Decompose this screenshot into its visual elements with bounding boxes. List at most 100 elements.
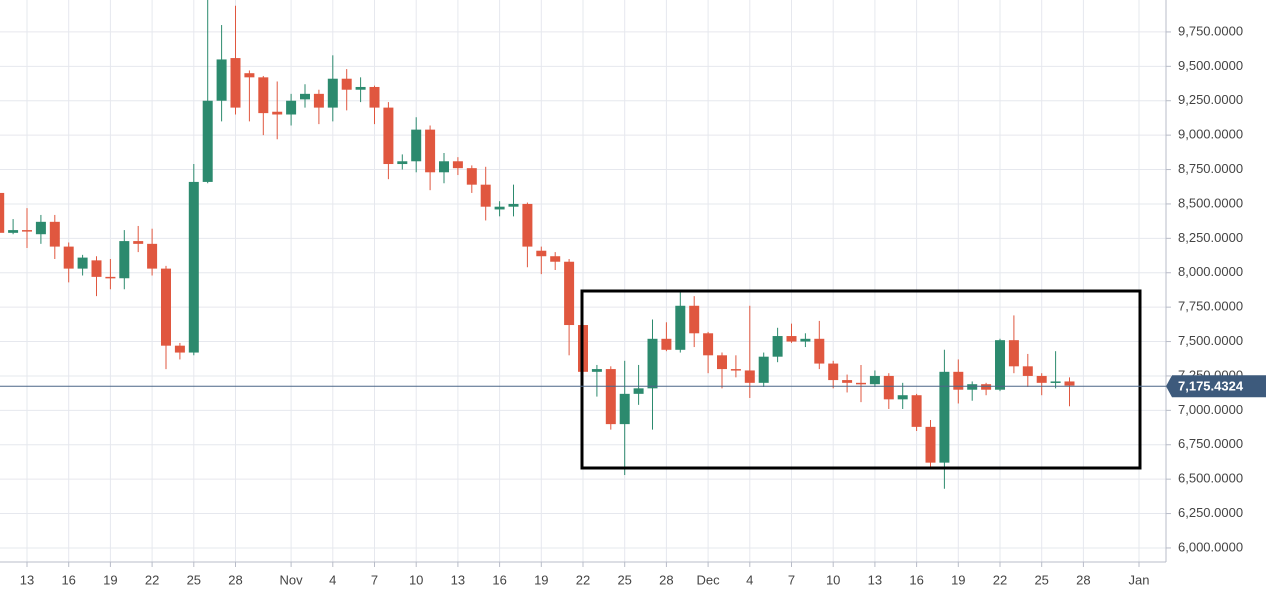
candle-body xyxy=(730,369,741,371)
candle-body xyxy=(842,380,853,383)
candle-body xyxy=(689,305,700,334)
candle-body xyxy=(633,388,644,394)
candle-body xyxy=(1022,366,1033,376)
candle-body xyxy=(397,161,408,165)
candle-body xyxy=(619,393,630,425)
candle-body xyxy=(869,375,880,385)
candle-body xyxy=(313,93,324,108)
candle-body xyxy=(717,355,727,370)
y-tick-label: 6,250.0000 xyxy=(1178,505,1243,520)
x-tick-label: 4 xyxy=(746,572,753,587)
candle-body xyxy=(522,203,533,247)
candle-body xyxy=(1008,340,1019,367)
y-tick-label: 8,500.0000 xyxy=(1178,195,1243,210)
x-tick-label: 13 xyxy=(451,572,465,587)
candles xyxy=(0,0,1075,489)
candle-body xyxy=(480,184,491,207)
candle-body xyxy=(202,100,213,182)
candle-body xyxy=(758,356,769,383)
x-tick-label: 22 xyxy=(576,572,590,587)
candle-body xyxy=(939,371,950,463)
y-tick-label: 6,750.0000 xyxy=(1178,436,1243,451)
x-tick-label: 16 xyxy=(61,572,75,587)
x-tick-label: 10 xyxy=(409,572,423,587)
y-tick-label: 9,250.0000 xyxy=(1178,92,1243,107)
candle-body xyxy=(508,203,519,207)
candle-body xyxy=(35,221,46,235)
candle-body xyxy=(661,338,672,350)
candle-body xyxy=(591,369,602,372)
candle-body xyxy=(411,129,422,162)
candle-body xyxy=(967,384,978,390)
candle-body xyxy=(147,243,158,269)
x-tick-label: 10 xyxy=(826,572,840,587)
x-tick-label: 13 xyxy=(20,572,34,587)
candle-body xyxy=(369,86,380,108)
candle-body xyxy=(244,73,255,78)
candle-body xyxy=(8,230,19,233)
x-tick-label: 25 xyxy=(187,572,201,587)
last-price-tag xyxy=(1166,375,1266,398)
candle-body xyxy=(188,181,199,353)
candle-body xyxy=(425,129,436,173)
candle-body xyxy=(897,395,908,400)
candle-body xyxy=(856,382,866,385)
x-tick-label: 25 xyxy=(617,572,631,587)
candle-body xyxy=(564,261,575,326)
candle-body xyxy=(995,340,1005,390)
candle-body xyxy=(452,161,463,169)
candle-body xyxy=(800,338,811,342)
candle-body xyxy=(981,384,992,390)
x-tick-label: 22 xyxy=(145,572,159,587)
candle-body xyxy=(703,333,714,356)
candle-body xyxy=(772,336,783,357)
y-tick-label: 7,500.0000 xyxy=(1178,333,1243,348)
candle-body xyxy=(161,268,171,346)
y-tick-label: 8,250.0000 xyxy=(1178,230,1243,245)
candle-body xyxy=(675,305,686,350)
candle-body xyxy=(0,192,5,233)
x-tick-label: 22 xyxy=(993,572,1007,587)
x-tick-label: Jan xyxy=(1129,572,1150,587)
y-tick-label: 9,000.0000 xyxy=(1178,127,1243,142)
candle-body xyxy=(91,260,102,277)
candle-body xyxy=(22,230,32,232)
candle-body xyxy=(1036,375,1047,383)
candle-body xyxy=(286,100,297,115)
candle-body xyxy=(744,370,755,383)
candle-body xyxy=(216,59,227,101)
x-tick-label: 28 xyxy=(1076,572,1090,587)
candle-body xyxy=(258,77,269,114)
candle-body xyxy=(119,241,130,279)
candle-body xyxy=(230,58,241,108)
candle-body xyxy=(439,161,449,173)
candle-body xyxy=(911,395,922,427)
candle-body xyxy=(327,78,338,108)
y-tick-label: 8,000.0000 xyxy=(1178,264,1243,279)
x-tick-label: 16 xyxy=(909,572,923,587)
candle-body xyxy=(77,257,88,269)
x-tick-label: 16 xyxy=(492,572,506,587)
candle-body xyxy=(300,93,310,100)
x-tick-label: 28 xyxy=(659,572,673,587)
x-tick-label: Dec xyxy=(697,572,721,587)
overlay: 7,175.4324 xyxy=(0,375,1266,398)
x-tick-label: 13 xyxy=(868,572,882,587)
y-tick-label: 8,750.0000 xyxy=(1178,161,1243,176)
y-tick-label: 6,000.0000 xyxy=(1178,539,1243,554)
candle-body xyxy=(786,336,797,342)
x-tick-label: 25 xyxy=(1034,572,1048,587)
x-tick-label: 4 xyxy=(329,572,336,587)
candle-body xyxy=(105,276,116,279)
candle-body xyxy=(883,375,894,400)
candle-body xyxy=(1064,381,1075,386)
x-tick-label: 19 xyxy=(951,572,965,587)
candle-body xyxy=(174,345,185,353)
candle-body xyxy=(536,250,547,257)
candle-body xyxy=(828,363,839,381)
candle-body xyxy=(383,107,394,165)
candle-body xyxy=(466,168,477,185)
x-tick-label: 28 xyxy=(228,572,242,587)
candle-body xyxy=(953,371,964,390)
